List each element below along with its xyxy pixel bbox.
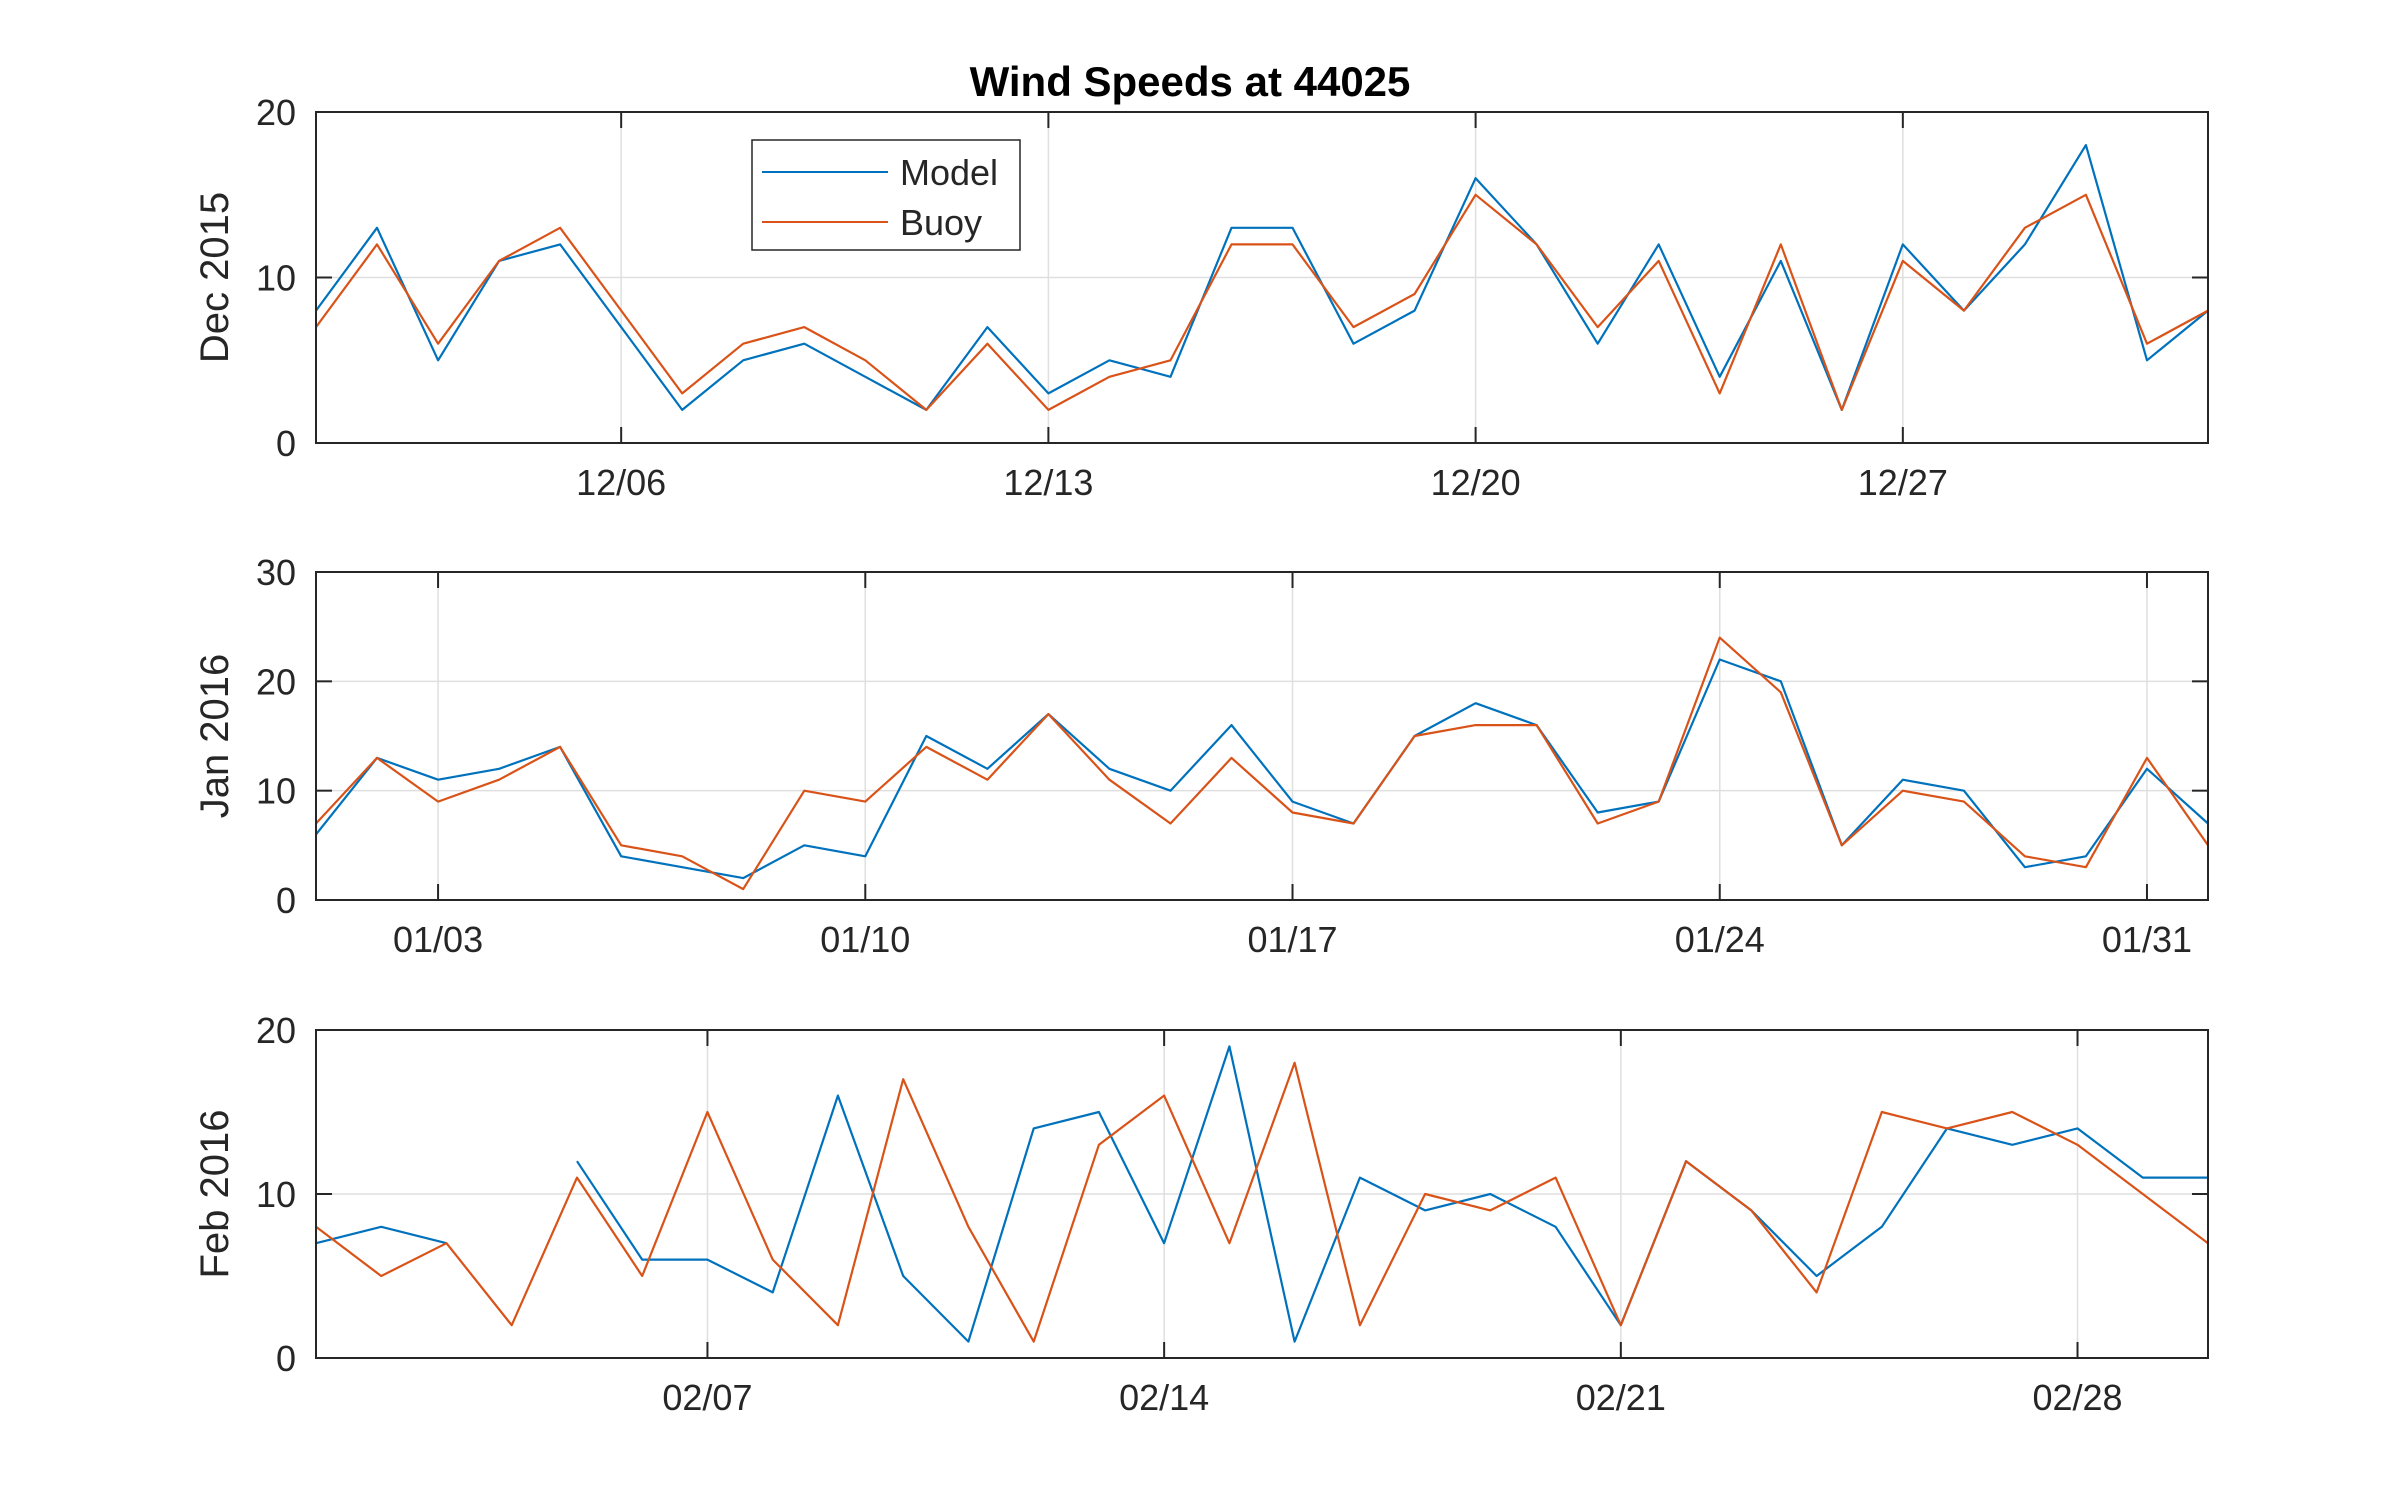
legend-label-model: Model	[900, 152, 998, 193]
chart-title: Wind Speeds at 44025	[970, 58, 1411, 105]
y-tick-label: 0	[276, 423, 296, 464]
y-tick-label: 10	[256, 258, 296, 299]
x-tick-label: 01/03	[393, 919, 483, 960]
x-tick-label: 02/07	[662, 1377, 752, 1418]
legend: Model Buoy	[751, 139, 1021, 251]
series-line-buoy	[315, 193, 2209, 411]
x-tick-label: 01/17	[1247, 919, 1337, 960]
legend-box	[751, 139, 1021, 251]
series-line-model	[315, 658, 2209, 880]
y-tick-label: 20	[256, 92, 296, 133]
x-tick-label: 02/21	[1576, 1377, 1666, 1418]
y-tick-label: 20	[256, 1010, 296, 1051]
panels-container: 0 10 20 12/06 12/13 12/20 12/27 Dec 2015 0 10 20 30…	[193, 92, 2209, 1418]
y-tick-label: 10	[256, 1174, 296, 1215]
y-axis-label: Jan 2016	[193, 654, 237, 819]
x-tick-label: 12/06	[576, 462, 666, 503]
legend-label-buoy: Buoy	[900, 202, 982, 243]
x-tick-label: 01/10	[820, 919, 910, 960]
x-tick-label: 02/14	[1119, 1377, 1209, 1418]
panel-2: 0 10 20 30 01/03 01/10 01/17 01/24 01/31 Jan 2016	[193, 552, 2209, 960]
x-tick-label: 01/24	[1675, 919, 1765, 960]
y-axis-label: Dec 2015	[193, 192, 237, 363]
y-tick-label: 0	[276, 1338, 296, 1379]
x-tick-label: 12/27	[1858, 462, 1948, 503]
x-tick-label: 02/28	[2032, 1377, 2122, 1418]
series-line-model	[315, 1045, 2208, 1343]
y-tick-label: 0	[276, 880, 296, 921]
series-line-buoy	[315, 1061, 2209, 1343]
y-tick-label: 30	[256, 552, 296, 593]
axes-frame	[315, 571, 2209, 901]
x-tick-label: 12/20	[1431, 462, 1521, 503]
x-tick-label: 12/13	[1003, 462, 1093, 503]
series-line-buoy	[315, 636, 2209, 891]
y-tick-label: 20	[256, 661, 296, 702]
series-line-model	[315, 144, 2209, 411]
panel-1: 0 10 20 12/06 12/13 12/20 12/27 Dec 2015	[193, 92, 2209, 503]
y-tick-label: 10	[256, 771, 296, 812]
x-tick-label: 01/31	[2102, 919, 2192, 960]
y-axis-label: Feb 2016	[193, 1109, 237, 1278]
plot-area	[316, 572, 2208, 900]
panel-3: 0 10 20 02/07 02/14 02/21 02/28 Feb 2016	[193, 1010, 2209, 1418]
